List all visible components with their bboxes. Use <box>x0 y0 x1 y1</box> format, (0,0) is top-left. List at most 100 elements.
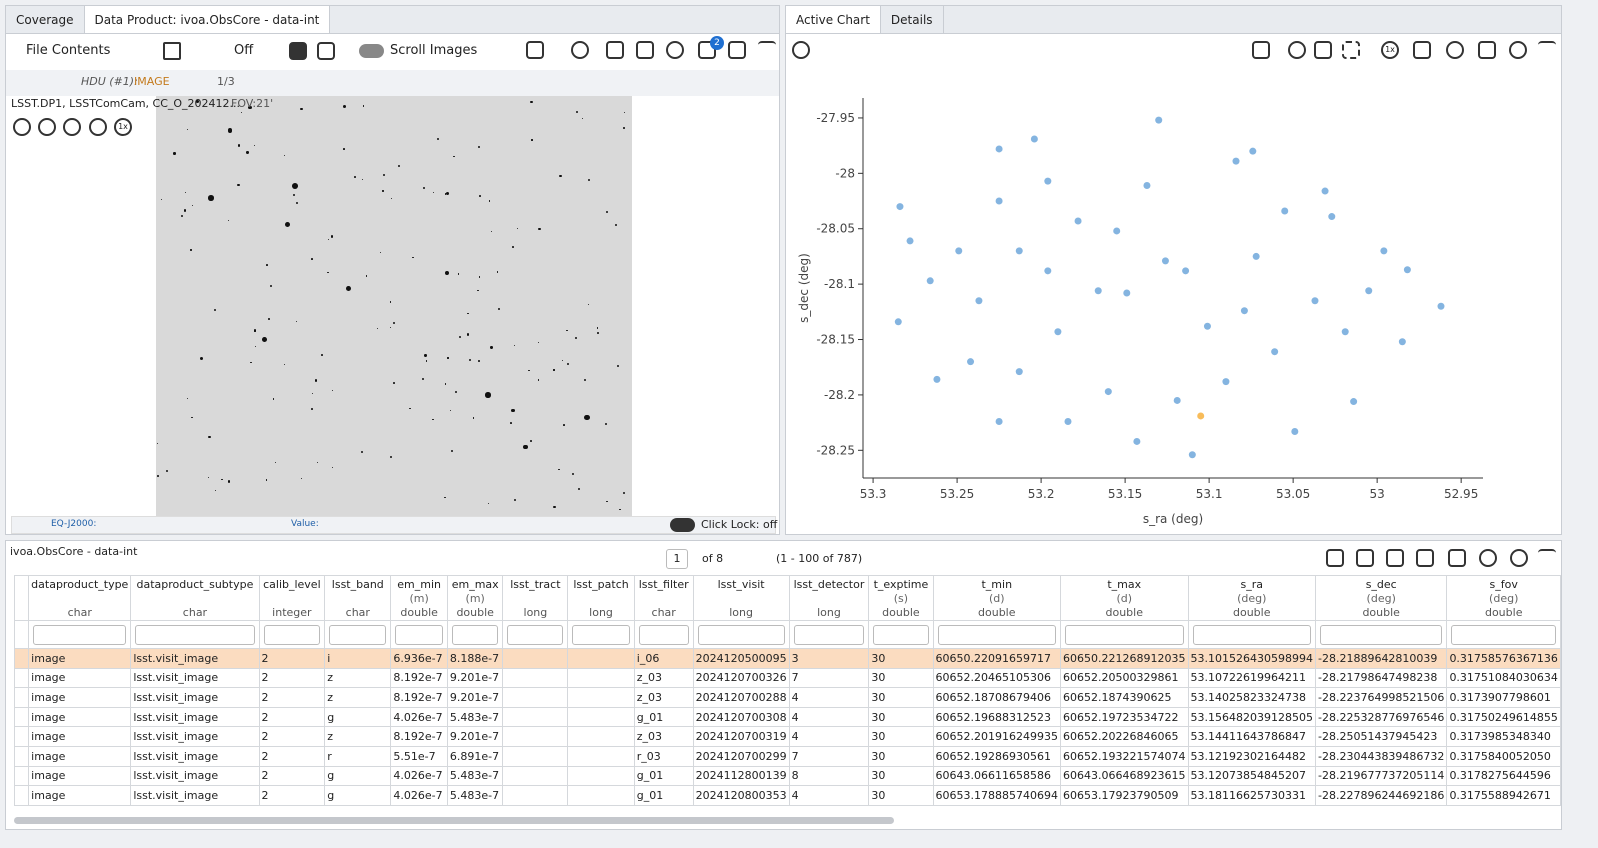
star <box>181 215 183 217</box>
image-tabs: Coverage Data Product: ivoa.ObsCore - da… <box>6 6 779 34</box>
save-icon[interactable] <box>1416 549 1434 567</box>
star <box>567 363 569 365</box>
star <box>447 357 448 358</box>
column-filter <box>135 625 254 645</box>
click-lock-toggle[interactable] <box>670 518 695 532</box>
text-icon[interactable] <box>1386 549 1404 567</box>
table-cell: g <box>325 766 391 786</box>
star <box>346 286 351 291</box>
table-cell: image <box>29 786 131 806</box>
table-cell: z_03 <box>634 668 693 688</box>
filter-icon[interactable] <box>1478 41 1496 59</box>
tab[interactable]: Active Chart <box>786 6 881 33</box>
single-view-icon[interactable] <box>289 42 307 60</box>
expand-icon[interactable] <box>1538 549 1556 567</box>
pan-icon[interactable] <box>1314 41 1332 59</box>
zoom-out-icon[interactable] <box>38 118 56 136</box>
zoom-fill-icon[interactable] <box>89 118 107 136</box>
column-unit <box>792 592 867 606</box>
tab[interactable]: Details <box>881 6 944 33</box>
zoom-fit-icon[interactable] <box>636 41 654 59</box>
filter-icon[interactable] <box>1356 549 1374 567</box>
scroll-toggle[interactable] <box>359 44 384 58</box>
tab[interactable]: Coverage <box>6 6 85 33</box>
pin-icon[interactable] <box>163 42 181 60</box>
zoom-in-icon[interactable] <box>13 118 31 136</box>
zoom-1x[interactable]: 1x <box>1381 41 1399 59</box>
cut-button[interactable]: Off <box>234 43 253 58</box>
table-title[interactable]: ivoa.ObsCore - data-int <box>10 545 137 558</box>
table-cell <box>503 649 568 669</box>
star <box>317 462 318 463</box>
column-name: s_ra <box>1191 578 1313 592</box>
star <box>576 111 578 113</box>
star <box>312 393 313 394</box>
point <box>927 277 934 284</box>
region-icon[interactable] <box>666 41 684 59</box>
color-icon[interactable] <box>571 41 589 59</box>
settings-icon[interactable] <box>1510 549 1528 567</box>
column-filter <box>1193 625 1311 645</box>
info-icon[interactable] <box>1479 549 1497 567</box>
column-name: lsst_visit <box>696 578 787 592</box>
star <box>241 112 242 113</box>
star <box>578 488 580 490</box>
settings-icon[interactable] <box>1509 41 1527 59</box>
expand-icon[interactable] <box>1538 41 1556 59</box>
column-unit: (s) <box>871 592 930 606</box>
tab[interactable]: Data Product: ivoa.ObsCore - data-int <box>85 6 331 33</box>
star <box>566 330 568 332</box>
table-tool-icon[interactable] <box>1326 549 1344 567</box>
x-tick-label: 53.1 <box>1196 487 1223 501</box>
add-column-icon[interactable] <box>1448 549 1466 567</box>
point <box>1133 438 1140 445</box>
table-cell: 7 <box>789 668 869 688</box>
filter-cell <box>634 621 693 649</box>
table-cell: 6.936e-7 <box>391 649 448 669</box>
table-cell: 53.12192302164482 <box>1188 746 1315 766</box>
x-tick-label: 53 <box>1370 487 1385 501</box>
tools-icon[interactable] <box>526 41 544 59</box>
select-icon[interactable] <box>1342 41 1360 59</box>
file-contents-button[interactable]: File Contents <box>26 43 110 58</box>
star <box>412 257 414 259</box>
point <box>1437 303 1444 310</box>
stretch-icon[interactable] <box>606 41 624 59</box>
zoom-1x[interactable]: 1x <box>114 118 132 136</box>
zoom-fit-icon[interactable] <box>63 118 81 136</box>
filter-icon-cell <box>15 621 29 649</box>
expand-icon[interactable] <box>758 41 776 59</box>
table-cell <box>503 786 568 806</box>
column-header: lsst_visitlong <box>693 576 789 621</box>
table-cell: g_01 <box>634 766 693 786</box>
table-cell: 53.18116625730331 <box>1188 786 1315 806</box>
restore-icon[interactable] <box>1446 41 1464 59</box>
grid-view-icon[interactable] <box>317 42 335 60</box>
zoom-icon[interactable] <box>1288 41 1306 59</box>
table-cell: 4.026e-7 <box>391 707 448 727</box>
table-cell: 0.3178275644596 <box>1447 766 1561 786</box>
table-cell: 30 <box>869 766 933 786</box>
point <box>1162 257 1169 264</box>
star <box>157 443 158 444</box>
star <box>559 175 561 177</box>
column-type: double <box>450 606 501 620</box>
star <box>393 382 395 384</box>
point <box>1189 451 1196 458</box>
column-unit <box>570 592 631 606</box>
save-icon[interactable] <box>1413 41 1431 59</box>
point <box>1113 227 1120 234</box>
pin-icon[interactable] <box>1252 41 1270 59</box>
table-cell: -28.219677737205114 <box>1315 766 1446 786</box>
star <box>445 383 447 385</box>
page-input[interactable]: 1 <box>666 549 688 569</box>
table-cell: 0.3175588942671 <box>1447 786 1561 806</box>
table-cell: 30 <box>869 649 933 669</box>
scrollbar[interactable] <box>14 817 894 824</box>
star <box>445 271 449 275</box>
lock-icon[interactable] <box>728 41 746 59</box>
column-type: char <box>133 606 256 620</box>
add-chart-icon[interactable] <box>792 41 810 59</box>
